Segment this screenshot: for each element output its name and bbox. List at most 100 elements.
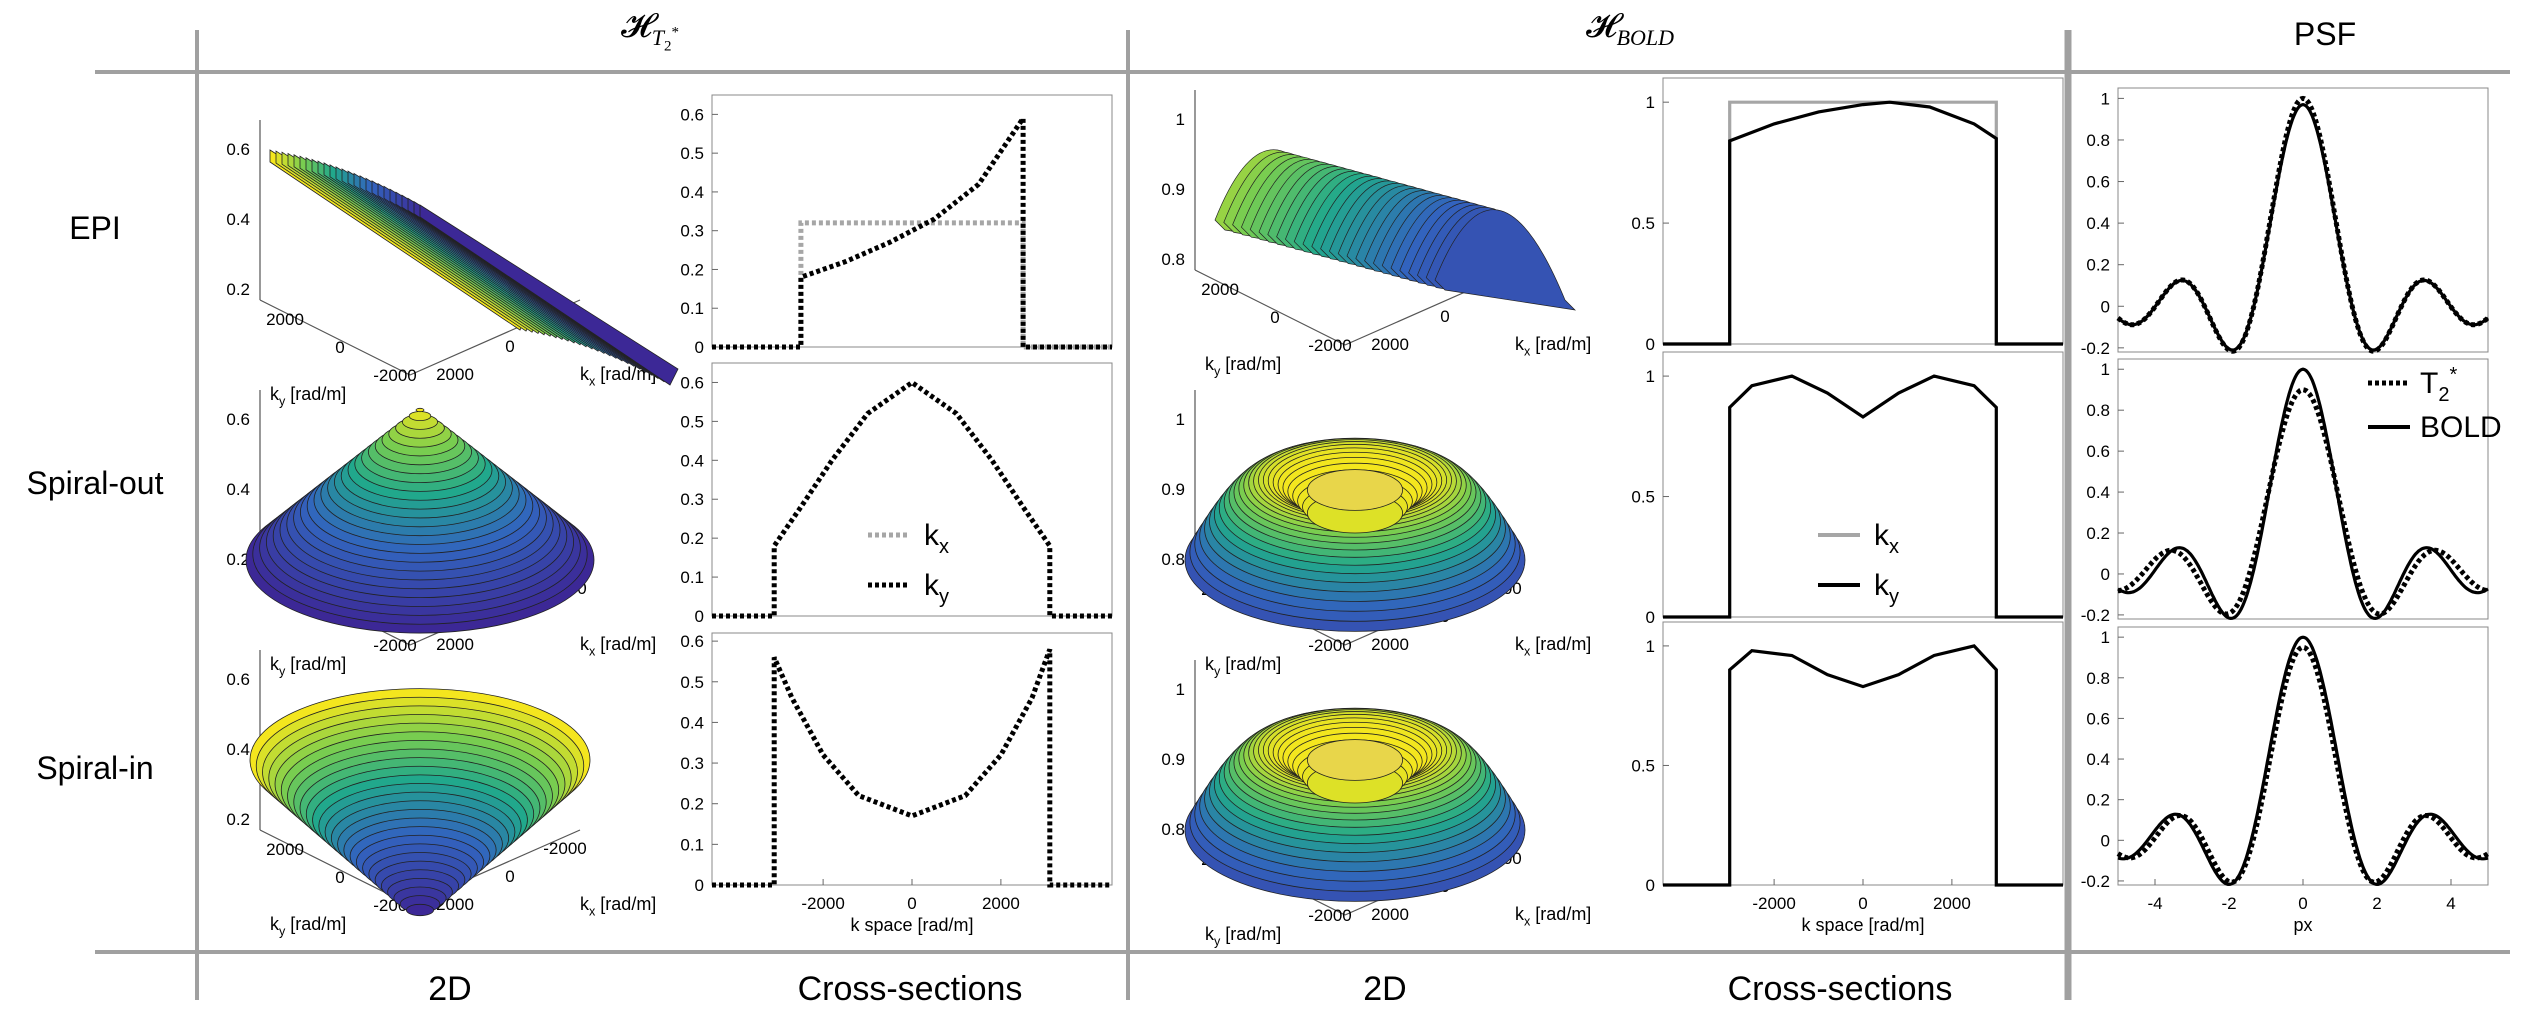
y-tick-label: 0.4: [680, 451, 704, 470]
x-tick-label: -2000: [1752, 894, 1795, 913]
legend-psf: T2* BOLD: [2368, 364, 2502, 444]
kx-tick-label: 2000: [436, 365, 474, 384]
z-tick-label: 0.8: [1161, 550, 1185, 569]
y-tick-label: 0.6: [2086, 709, 2110, 728]
y-tick-label: 0: [1646, 876, 1655, 895]
y-tick-label: 0: [2101, 565, 2110, 584]
psf-curve: [2117, 635, 2489, 887]
ky-tick-label: 2000: [1201, 280, 1239, 299]
ky-tick-label: 2000: [266, 310, 304, 329]
footer-cross-t2: Cross-sections: [797, 970, 1023, 1008]
bold-sub: BOLD: [1616, 24, 1675, 50]
ky-tick-label: 0: [335, 868, 344, 887]
series-line-ky: [1663, 644, 2063, 887]
kx-tick-label: 2000: [1371, 905, 1409, 924]
series-line-ky: [712, 648, 1112, 888]
ky-axis-label: ky [rad/m]: [270, 654, 346, 678]
x-tick-label: 4: [2446, 894, 2455, 913]
y-tick-label: 0.8: [2086, 669, 2110, 688]
kx-tick-label: -2000: [543, 839, 586, 858]
y-tick-label: 0.2: [2086, 524, 2110, 543]
y-tick-label: -0.2: [2081, 339, 2110, 358]
ky-tick-label: -2000: [1308, 336, 1351, 355]
y-tick-label: 0.5: [680, 673, 704, 692]
y-tick-label: 0.3: [680, 490, 704, 509]
series-line-ky: [712, 379, 1112, 619]
y-tick-label: 0.3: [680, 222, 704, 241]
ky-tick-label: -2000: [1308, 906, 1351, 925]
ky-tick-label: 2000: [266, 840, 304, 859]
y-tick-label: 1: [1646, 93, 1655, 112]
y-tick-label: 0.6: [2086, 173, 2110, 192]
z-tick-label: 0.6: [226, 140, 250, 159]
y-tick-label: 0.4: [680, 713, 704, 732]
y-tick-label: 0.6: [680, 105, 704, 124]
z-tick-label: 1: [1176, 680, 1185, 699]
ky-axis-label: ky [rad/m]: [270, 914, 346, 938]
y-tick-label: 0.5: [1631, 756, 1655, 775]
ky-tick-label: 0: [1270, 308, 1279, 327]
plot-frame: [711, 362, 1113, 617]
kx-axis-label: kx [rad/m]: [580, 894, 656, 918]
z-tick-label: 0.6: [226, 670, 250, 689]
line-plot-bold_spiralout_cs: 00.51: [1631, 351, 2064, 627]
line-plot-bold_epi_cs: 00.51: [1631, 77, 2064, 354]
row-label-spiral-in: Spiral-in: [36, 750, 154, 786]
surface-ridge: [1434, 209, 1577, 311]
y-tick-label: 0.5: [1631, 488, 1655, 507]
header-psf: PSF: [2293, 16, 2357, 52]
plot-frame: [2117, 626, 2489, 886]
h-symbol: 𝓗: [621, 8, 652, 45]
t-symbol: T: [651, 24, 664, 50]
x-tick-label: 0: [1858, 894, 1867, 913]
y-tick-label: -0.2: [2081, 606, 2110, 625]
y-tick-label: 1: [1646, 637, 1655, 656]
plot-frame: [1662, 351, 2064, 618]
series-line-kx: [712, 220, 1112, 350]
x-tick-label: 2000: [982, 894, 1020, 913]
y-tick-label: 0.2: [680, 260, 704, 279]
kx-tick-label: 0: [505, 337, 514, 356]
row-label-spiral-out: Spiral-out: [26, 465, 164, 501]
kx-tick-label: 2000: [1371, 635, 1409, 654]
y-tick-label: 0.4: [680, 183, 704, 202]
ky-axis-label: ky [rad/m]: [1205, 354, 1281, 378]
y-tick-label: 0.2: [680, 795, 704, 814]
plot-frame: [711, 94, 1113, 348]
z-tick-label: 0.9: [1161, 750, 1185, 769]
psf-curve: [2117, 367, 2489, 621]
line-plot-t2_epi_cs: 0 0.1 0.2 0.3 0.4 0.5 0.6: [680, 94, 1113, 357]
y-tick-label: 0.1: [680, 299, 704, 318]
plot-frame: [1662, 621, 2064, 886]
kx-tick-label: 0: [1440, 307, 1449, 326]
y-tick-label: 0: [2101, 831, 2110, 850]
z-tick-label: 0.9: [1161, 480, 1185, 499]
kx-axis-label: kx [rad/m]: [580, 634, 656, 658]
z-tick-label: 0.4: [226, 480, 250, 499]
y-tick-label: 0: [695, 607, 704, 626]
y-tick-label: 1: [2101, 628, 2110, 647]
y-tick-label: 1: [2101, 89, 2110, 108]
t-sup: *: [671, 24, 679, 41]
z-tick-label: 0.8: [1161, 820, 1185, 839]
footer-2d-t2: 2D: [428, 970, 472, 1008]
psf-curve: [2117, 387, 2489, 617]
y-tick-label: 0.6: [680, 632, 704, 651]
y-tick-label: 0.4: [2086, 750, 2110, 769]
y-tick-label: 0.2: [2086, 791, 2110, 810]
y-tick-label: 1: [1646, 367, 1655, 386]
y-tick-label: 0.3: [680, 754, 704, 773]
kx-tick-label: 0: [505, 867, 514, 886]
legend-label-kx: kx: [1874, 519, 1899, 558]
legend: kx ky: [1818, 519, 1899, 608]
plot-frame: [2117, 87, 2489, 353]
x-tick-label: 2000: [1933, 894, 1971, 913]
ky-tick-label: -2000: [1308, 636, 1351, 655]
y-tick-label: 0: [1646, 335, 1655, 354]
